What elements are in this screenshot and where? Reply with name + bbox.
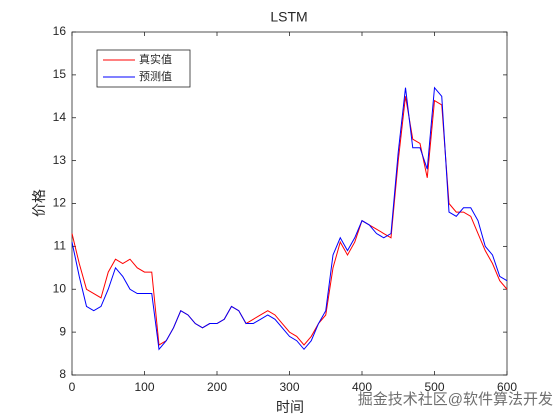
line-series	[71, 96, 508, 346]
chart-title: LSTM	[270, 9, 307, 25]
x-tick-label: 600	[497, 380, 517, 394]
x-tick-label: 200	[207, 380, 227, 394]
line-series	[71, 86, 508, 351]
y-tick-label: 8	[59, 367, 66, 381]
y-tick-label: 16	[53, 24, 67, 38]
y-axis-label: 价格	[32, 189, 48, 217]
watermark: 掘金技术社区@软件算法开发	[358, 390, 553, 408]
legend-label: 真实值	[139, 52, 172, 66]
x-axis-label: 时间	[276, 400, 304, 416]
x-tick-label: 400	[352, 380, 372, 394]
legend-label: 预测值	[139, 70, 172, 83]
y-tick-label: 15	[53, 67, 67, 81]
legend-box	[96, 49, 191, 88]
y-tick-label: 13	[53, 153, 67, 167]
y-tick-label: 10	[53, 281, 67, 295]
x-tick-label: 0	[69, 380, 76, 394]
x-tick-label: 500	[424, 380, 444, 394]
y-tick-label: 12	[53, 196, 67, 210]
y-tick-label: 14	[53, 110, 67, 124]
x-tick-label: 300	[279, 380, 299, 394]
y-tick-label: 11	[54, 239, 67, 253]
x-tick-label: 100	[134, 380, 154, 394]
y-tick-label: 9	[59, 324, 66, 338]
